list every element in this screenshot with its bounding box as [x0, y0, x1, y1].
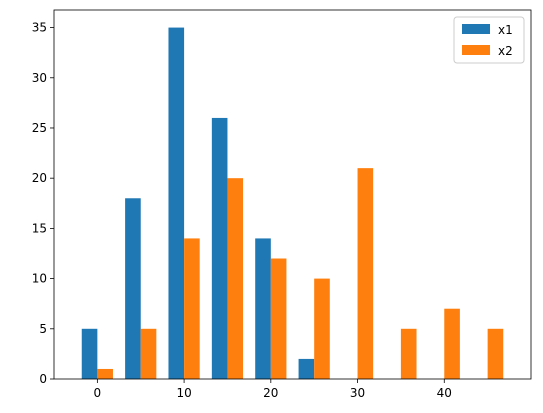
bar-x2-bin-0 — [97, 368, 113, 379]
x-tick-label: 30 — [350, 386, 365, 400]
legend-label-x2: x2 — [498, 44, 513, 58]
plot-frame — [53, 9, 532, 380]
y-tick-label: 5 — [39, 322, 47, 336]
bar-x2-bin-1 — [140, 328, 157, 379]
bar-x2-bin-8 — [444, 308, 460, 379]
x-tick-label: 10 — [176, 386, 191, 400]
x-tick-label: 20 — [263, 386, 278, 400]
bar-x1-bin-2 — [168, 27, 185, 379]
y-tick-label: 0 — [39, 372, 47, 386]
y-tick-label: 10 — [32, 272, 47, 286]
bar-x2-bin-6 — [357, 168, 374, 379]
bar-x1-bin-5 — [298, 358, 315, 379]
y-tick-label: 15 — [32, 221, 47, 235]
y-tick-label: 25 — [32, 121, 47, 135]
y-tick-label: 30 — [32, 71, 47, 85]
legend-box — [453, 16, 525, 64]
bar-x2-bin-3 — [227, 178, 244, 379]
legend: x1 x2 — [453, 16, 525, 64]
legend-swatch-x1 — [462, 24, 490, 34]
bar-x1-bin-4 — [255, 238, 271, 379]
axes-layer: 0 10 20 30 40 0 5 10 15 20 25 30 35 — [32, 9, 532, 400]
bar-x2-bin-5 — [314, 278, 330, 379]
y-tick-label: 35 — [32, 21, 47, 35]
bars-layer — [81, 27, 504, 379]
x-tick-label: 40 — [437, 386, 452, 400]
bar-x1-bin-0 — [81, 328, 98, 379]
bar-x2-bin-2 — [184, 238, 200, 379]
legend-swatch-x2 — [462, 45, 490, 55]
x-tick-label: 0 — [94, 386, 102, 400]
bar-x2-bin-7 — [400, 328, 417, 379]
bar-x1-bin-1 — [125, 198, 141, 379]
bar-x2-bin-4 — [270, 258, 287, 379]
y-tick-label: 20 — [32, 171, 47, 185]
bar-x2-bin-9 — [487, 328, 504, 379]
legend-label-x1: x1 — [498, 23, 513, 37]
bar-x1-bin-3 — [211, 117, 228, 379]
